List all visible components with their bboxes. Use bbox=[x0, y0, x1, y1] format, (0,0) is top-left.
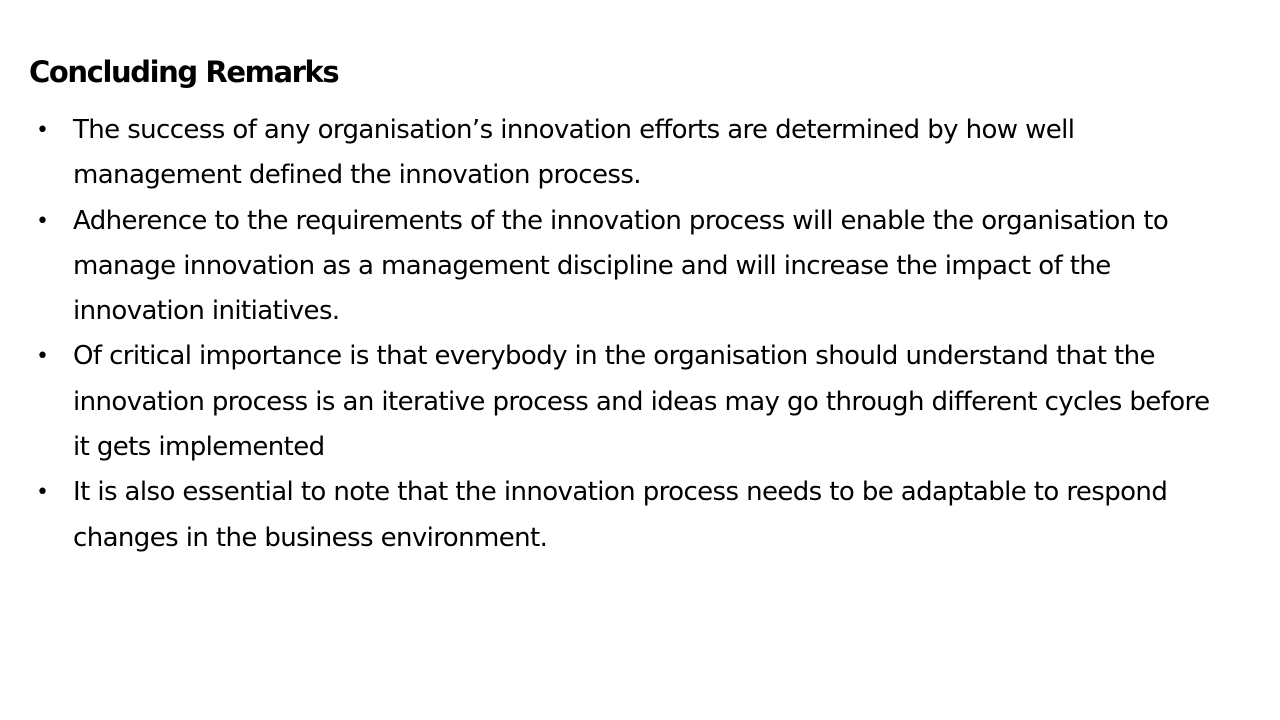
bullet-text: It is also essential to note that the in… bbox=[73, 477, 1168, 553]
bullet-item: • The success of any organisation’s inno… bbox=[36, 108, 1226, 199]
bullet-item: • Of critical importance is that everybo… bbox=[36, 334, 1226, 470]
slide-title: Concluding Remarks bbox=[29, 55, 340, 89]
bullet-list: • The success of any organisation’s inno… bbox=[36, 108, 1226, 561]
bullet-dot-icon: • bbox=[36, 208, 49, 234]
bullet-dot-icon: • bbox=[36, 118, 49, 143]
bullet-item: • It is also essential to note that the … bbox=[36, 470, 1226, 561]
bullet-text: Of critical importance is that everybody… bbox=[73, 341, 1210, 463]
bullet-text: Adherence to the requirements of the inn… bbox=[73, 205, 1169, 327]
bullet-dot-icon: • bbox=[36, 344, 49, 370]
bullet-dot-icon: • bbox=[36, 480, 49, 506]
bullet-item: • Adherence to the requirements of the i… bbox=[36, 199, 1226, 335]
bullet-text: The success of any organisation’s innova… bbox=[73, 115, 1075, 191]
